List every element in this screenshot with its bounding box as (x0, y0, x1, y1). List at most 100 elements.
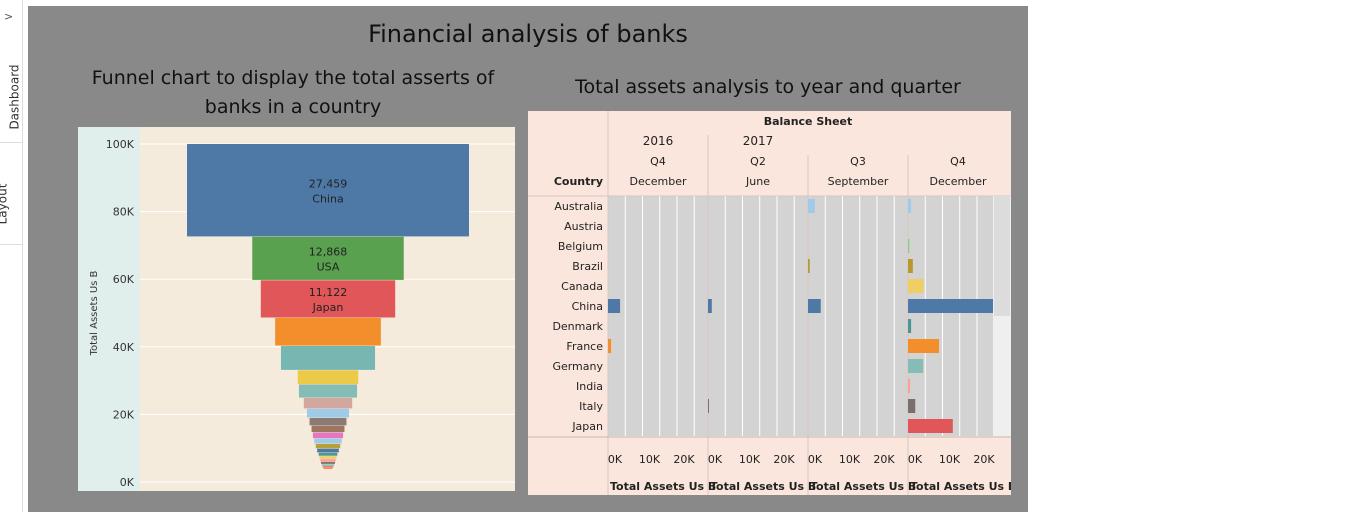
funnel-chart-title: Funnel chart to display the total assert… (91, 67, 495, 118)
bars-country-label: Germany (552, 360, 603, 373)
funnel-segment (320, 459, 336, 462)
funnel-chart[interactable]: 0K 20K 40K 60K 80K 100K Total Assets Us B 27,45… (78, 127, 515, 491)
bars-bar (908, 379, 911, 393)
bars-quarter-header: Q3 (850, 155, 866, 168)
funnel-segment (252, 236, 404, 280)
bars-scrollbar-thumb (994, 196, 1010, 316)
bars-country-label: India (576, 380, 603, 393)
bars-year-header: 2016 (643, 134, 674, 148)
bars-bar (908, 299, 1003, 313)
bars-bar (908, 359, 924, 373)
bars-x-tick-label: 0K (808, 453, 823, 466)
funnel-y-tick-label: 100K (106, 138, 135, 151)
bars-country-label: Italy (579, 400, 603, 413)
bars-x-tick-label: 0K (708, 453, 723, 466)
bars-country-label: France (566, 340, 603, 353)
bars-bar (908, 339, 940, 353)
funnel-segment (321, 461, 335, 464)
bars-month-header: June (745, 175, 770, 188)
bars-x-axis-label: Total Assets Us B (910, 480, 1011, 493)
bars-bar (608, 299, 621, 313)
bars-pane (708, 196, 808, 436)
bars-x-tick-label: 10K (639, 453, 661, 466)
left-rail: > Dashboard Layout (0, 0, 23, 512)
expand-arrow-icon[interactable]: > (4, 10, 14, 23)
funnel-segment-label: USA (317, 261, 340, 274)
funnel-segment (298, 384, 358, 398)
bars-pane (908, 196, 1008, 436)
funnel-segment-value: 12,868 (309, 246, 348, 259)
bars-x-tick-label: 20K (673, 453, 695, 466)
funnel-y-tick-label: 20K (113, 408, 135, 421)
funnel-segment (275, 317, 381, 346)
bars-x-axis-label: Total Assets Us B (810, 480, 916, 493)
bars-header-title: Balance Sheet (764, 115, 853, 128)
funnel-segment (321, 464, 335, 466)
bars-x-tick-label: 10K (939, 453, 961, 466)
bars-chart-title: Total assets analysis to year and quarte… (575, 76, 961, 98)
bars-quarter-header: Q4 (950, 155, 966, 168)
funnel-y-tick-label: 80K (113, 206, 135, 219)
bars-x-tick-label: 10K (839, 453, 861, 466)
bars-x-tick-label: 10K (739, 453, 761, 466)
bars-quarter-header: Q2 (750, 155, 766, 168)
bars-country-label: Canada (561, 280, 603, 293)
bars-x-tick-label: 0K (608, 453, 623, 466)
bars-bar (608, 339, 612, 353)
bars-x-tick-label: 20K (773, 453, 795, 466)
bars-month-header: December (629, 175, 687, 188)
funnel-segment (322, 466, 334, 468)
funnel-segment (319, 456, 337, 459)
funnel-segment (303, 398, 353, 409)
bars-row-header: Country (554, 175, 603, 188)
funnel-segment (306, 408, 350, 418)
funnel-segment (311, 425, 345, 433)
funnel-segment-value: 27,459 (309, 177, 348, 190)
bars-country-label: Belgium (558, 240, 603, 253)
funnel-segment (312, 432, 344, 439)
funnel-segment (260, 280, 396, 318)
bars-x-tick-label: 20K (873, 453, 895, 466)
funnel-y-tick-label: 0K (120, 476, 135, 489)
dashboard-title: Financial analysis of banks (368, 20, 688, 48)
bars-pane (808, 196, 908, 436)
bars-bar (908, 259, 913, 273)
funnel-segment (187, 144, 469, 237)
bars-bar (808, 199, 815, 213)
funnel-segment (323, 467, 333, 469)
bars-x-tick-label: 20K (973, 453, 995, 466)
bars-bar (808, 259, 810, 273)
bars-country-label: Brazil (572, 260, 603, 273)
bars-country-label: Denmark (552, 320, 603, 333)
bars-x-axis-label: Total Assets Us B (610, 480, 716, 493)
funnel-segment (309, 417, 347, 426)
dashboard-canvas: Financial analysis of banks Funnel chart… (28, 6, 1028, 512)
bars-x-axis-label: Total Assets Us B (710, 480, 816, 493)
funnel-segment (280, 345, 376, 370)
bars-bar (908, 419, 953, 433)
bars-bar (908, 239, 910, 253)
funnel-y-axis-label: Total Assets Us B (89, 270, 100, 356)
tab-dashboard-label: Dashboard (7, 64, 22, 130)
bars-bar (808, 299, 821, 313)
bars-country-label: Japan (571, 420, 603, 433)
bars-bar (908, 279, 924, 293)
bars-bar (708, 299, 712, 313)
funnel-y-tick-label: 60K (113, 273, 135, 286)
funnel-segment (297, 370, 359, 385)
funnel-segment (317, 448, 339, 453)
tab-layout-label: Layout (0, 183, 10, 225)
bars-x-tick-label: 0K (908, 453, 923, 466)
bars-country-label: China (572, 300, 603, 313)
bars-bar (708, 399, 709, 413)
bars-year-header: 2017 (743, 134, 774, 148)
bars-country-label: Australia (554, 200, 603, 213)
assets-bar-chart[interactable]: Balance Sheet 2016 2017 Q4 December Q2 June Q3 S… (528, 111, 1011, 495)
bars-country-label: Austria (564, 220, 603, 233)
tab-dashboard[interactable]: Dashboard (0, 38, 22, 143)
bars-quarter-header: Q4 (650, 155, 666, 168)
bars-bar (908, 319, 912, 333)
tab-layout[interactable]: Layout (0, 150, 22, 245)
bars-pane (608, 196, 708, 436)
bars-month-header: December (929, 175, 987, 188)
